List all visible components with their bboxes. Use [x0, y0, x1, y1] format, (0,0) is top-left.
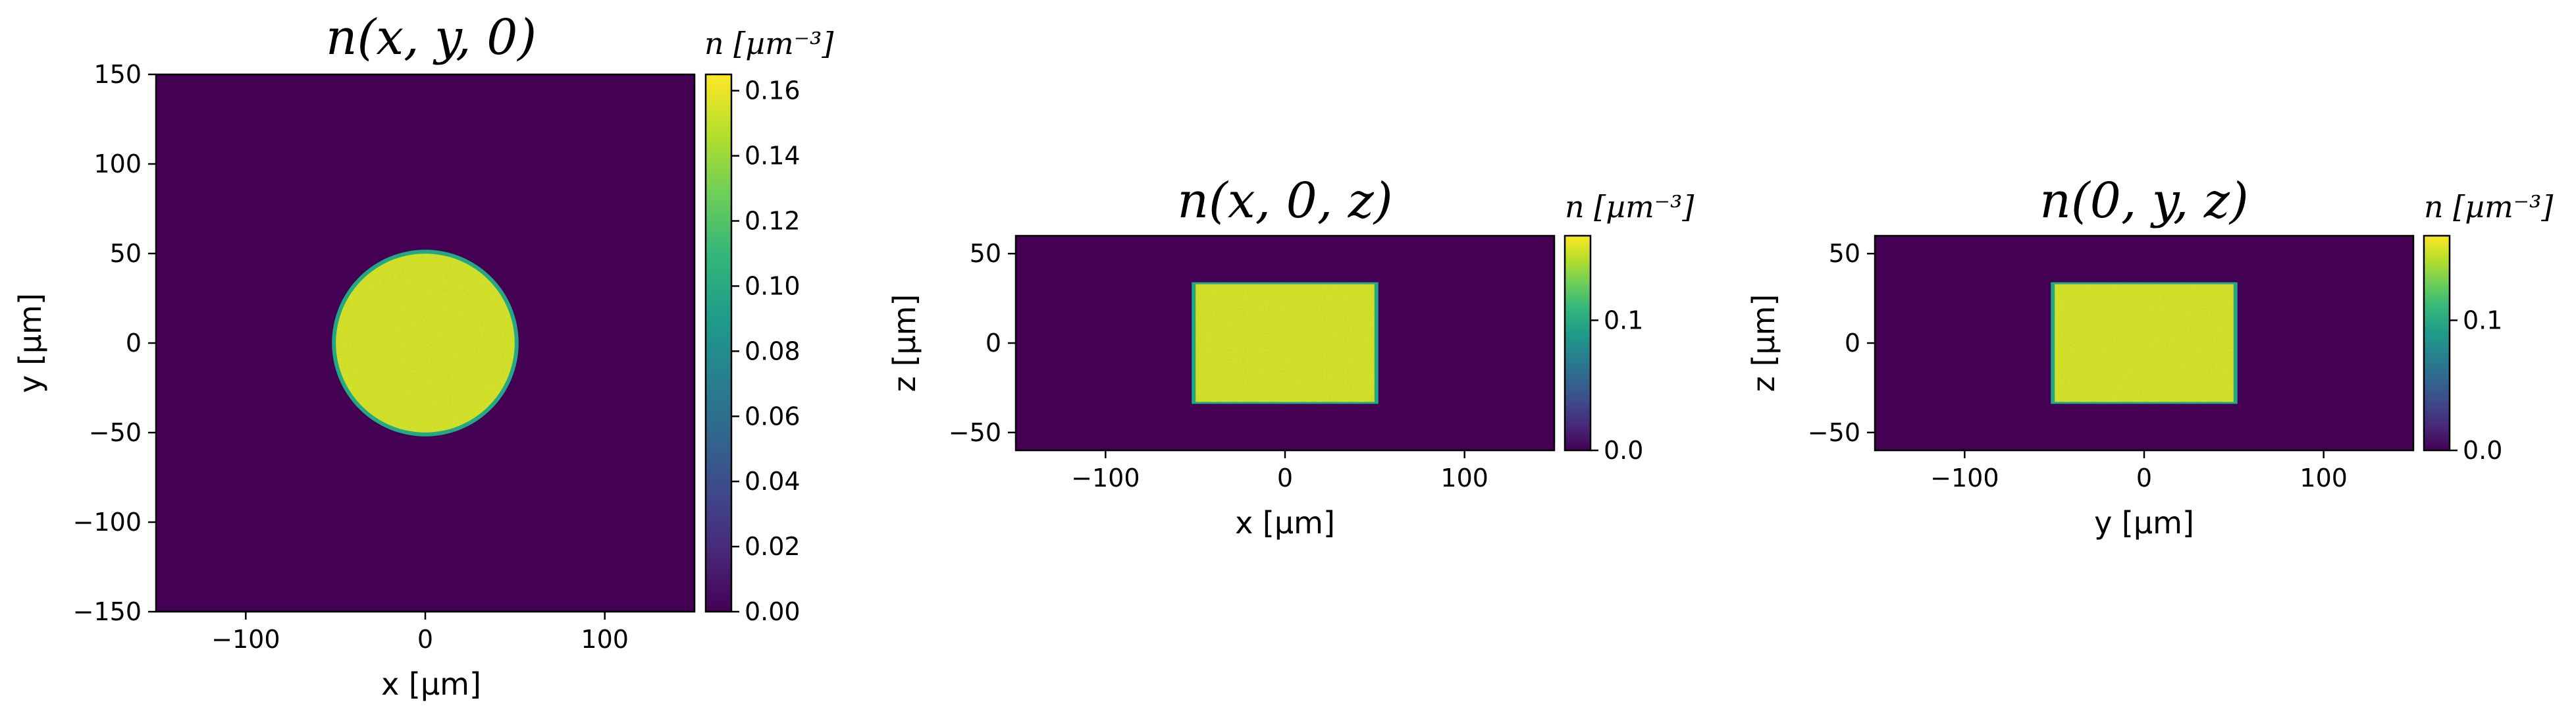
y-axis-label: z [µm]	[1746, 294, 1781, 392]
y-axis-label: y [µm]	[13, 293, 48, 393]
colorbar-label: n [µm⁻³]	[1565, 189, 1694, 225]
x-axis-label: x [µm]	[1235, 505, 1335, 541]
colorbar-tick-label: 0.1	[2463, 306, 2502, 334]
colorbar-label: n [µm⁻³]	[704, 26, 833, 61]
panel-1: −100 0 100 150 100 50 0 −50 −100 −150 x [µm] y [µm]…	[13, 9, 833, 702]
colorbar-tick-label: 0.08	[745, 336, 801, 365]
colorbar	[704, 73, 733, 613]
colorbar-tick-label: 0.06	[745, 402, 801, 431]
y-tick-label: 150	[93, 60, 142, 89]
panel-2: −100 0 100 50 0 −50 x [µm] z [µm] n(x, 0, z) 0.0 0…	[887, 173, 1694, 541]
colorbar-tick-label: 0.16	[745, 76, 801, 105]
y-tick-label: 0	[1845, 329, 1860, 358]
y-tick-label: 100	[93, 149, 142, 178]
x-tick-label: 100	[581, 625, 629, 654]
colorbar-tick-label: 0.00	[745, 597, 801, 626]
colorbar-label: n [µm⁻³]	[2424, 189, 2553, 225]
y-tick-label: 50	[970, 239, 1001, 268]
panel-title: n(x, 0, z)	[1177, 173, 1392, 229]
x-tick-label: 0	[417, 625, 433, 654]
colorbar-tick-label: 0.04	[745, 467, 801, 496]
x-axis-label: x [µm]	[381, 666, 481, 702]
y-tick-label: 50	[1829, 239, 1860, 268]
colorbar-tick-label: 0.02	[745, 532, 801, 561]
x-tick-label: 0	[1277, 464, 1293, 493]
x-tick-label: −100	[211, 625, 280, 654]
colorbar-tick-label: 0.12	[745, 207, 801, 236]
y-tick-label: −100	[73, 508, 142, 537]
panel-3: −100 0 100 50 0 −50 y [µm] z [µm] n(0, y, z) 0.0 0…	[1746, 173, 2553, 541]
colorbar-tick-label: 0.10	[745, 271, 801, 300]
slab-noise	[1196, 284, 1375, 402]
panel-title: n(0, y, z)	[2039, 173, 2249, 229]
y-tick-label: 50	[110, 239, 142, 268]
x-tick-label: 0	[2136, 464, 2152, 493]
colorbar	[1564, 234, 1592, 452]
x-tick-label: −100	[1930, 464, 1999, 493]
y-tick-label: −50	[949, 418, 1001, 447]
colorbar-tick-label: 0.1	[1604, 306, 1643, 334]
colorbar-tick-label: 0.14	[745, 142, 801, 171]
slab-noise	[2055, 284, 2234, 402]
colorbar-tick-label: 0.0	[1604, 436, 1643, 465]
y-tick-label: −50	[89, 418, 142, 447]
x-axis-label: y [µm]	[2094, 505, 2194, 541]
panel-title: n(x, y, 0)	[326, 9, 537, 66]
disk-noise	[336, 254, 515, 433]
y-tick-label: 0	[126, 329, 142, 358]
y-axis-label: z [µm]	[887, 294, 922, 392]
y-tick-label: −50	[1808, 418, 1860, 447]
y-tick-label: 0	[986, 329, 1001, 358]
colorbar	[2423, 234, 2451, 452]
colorbar-tick-label: 0.0	[2463, 436, 2502, 465]
x-tick-label: −100	[1071, 464, 1140, 493]
y-tick-label: −150	[73, 597, 142, 626]
x-tick-label: 100	[2300, 464, 2348, 493]
x-tick-label: 100	[1440, 464, 1488, 493]
